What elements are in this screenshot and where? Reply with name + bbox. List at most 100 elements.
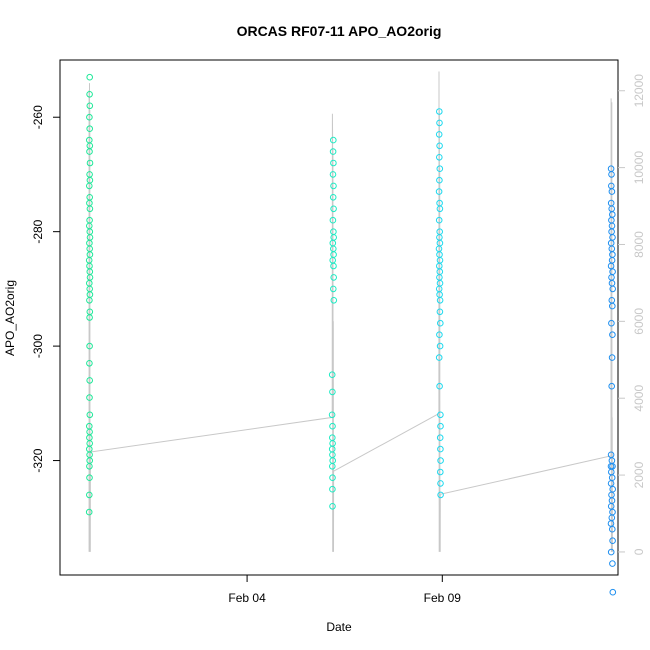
data-point-s1 — [86, 342, 93, 350]
x-axis-label: Date — [326, 620, 352, 634]
data-point-s3 — [435, 354, 443, 361]
data-point-s1 — [86, 102, 94, 110]
altitude-series — [88, 71, 613, 552]
data-point-s3 — [437, 491, 444, 499]
y-tick-label: -320 — [31, 448, 45, 472]
data-point-s4 — [608, 354, 616, 361]
data-point-s3 — [436, 205, 444, 213]
data-point-s3 — [436, 176, 443, 184]
data-point-s1 — [86, 360, 93, 367]
data-point-s3 — [437, 468, 444, 476]
data-point-s1 — [86, 91, 93, 98]
data-point-s2 — [328, 371, 336, 379]
data-point-s3 — [436, 297, 444, 304]
y2-tick-label: 8000 — [632, 231, 646, 258]
y-tick-label: -260 — [31, 105, 45, 129]
y-axis-label: APO_AO2orig — [3, 280, 17, 356]
data-point-s1 — [86, 463, 93, 470]
data-point-s1 — [86, 411, 94, 419]
data-point-s4 — [609, 537, 616, 545]
data-point-s4 — [609, 251, 616, 258]
data-point-s3 — [437, 422, 444, 430]
data-point-s4 — [609, 285, 617, 293]
data-point-s4 — [609, 588, 617, 596]
data-point-s2 — [328, 411, 336, 419]
data-point-s2 — [330, 251, 337, 258]
data-point-s2 — [329, 388, 336, 396]
data-point-s4 — [607, 548, 615, 556]
data-point-s1 — [86, 113, 93, 121]
x-tick-label: Feb 09 — [424, 591, 462, 605]
data-point-s2 — [330, 274, 338, 281]
data-point-s3 — [437, 319, 444, 327]
data-point-s4 — [609, 302, 616, 310]
altitude-line — [88, 71, 613, 552]
data-point-s1 — [86, 314, 93, 321]
data-point-s3 — [437, 480, 444, 487]
y2-tick-label: 0 — [632, 548, 646, 555]
data-point-s3 — [435, 188, 443, 195]
data-point-s1 — [86, 205, 94, 213]
data-point-s2 — [329, 422, 336, 430]
y2-tick-label: 6000 — [632, 308, 646, 335]
x-tick-label: Feb 04 — [228, 591, 266, 605]
y2-tick-label: 12000 — [632, 74, 646, 108]
data-point-s1 — [86, 377, 93, 384]
data-point-s2 — [330, 182, 337, 190]
data-point-s1 — [86, 474, 93, 482]
data-point-s4 — [608, 188, 616, 195]
data-point-s2 — [329, 463, 336, 470]
y2-tick-label: 2000 — [632, 461, 646, 488]
data-point-s3 — [435, 131, 443, 138]
y2-tick-label: 10000 — [632, 151, 646, 185]
data-point-s1 — [86, 297, 93, 304]
plot-frame — [59, 59, 619, 576]
data-point-s3 — [436, 154, 443, 161]
data-point-s4 — [609, 525, 616, 533]
y2-tick-label: 4000 — [632, 385, 646, 412]
data-point-s3 — [436, 308, 444, 316]
data-point-s4 — [608, 171, 615, 178]
data-point-s2 — [330, 285, 337, 293]
data-point-s1 — [86, 148, 93, 155]
data-point-s2 — [329, 194, 337, 201]
data-point-s2 — [330, 297, 338, 304]
data-point-s2 — [330, 159, 337, 167]
data-point-s2 — [329, 216, 337, 224]
data-point-s4 — [608, 319, 615, 327]
data-point-s4 — [609, 234, 616, 241]
data-point-s2 — [329, 503, 336, 510]
data-point-s3 — [436, 434, 444, 442]
data-point-s3 — [436, 342, 444, 350]
data-point-s1 — [86, 491, 93, 499]
y-tick-label: -280 — [31, 219, 45, 243]
data-point-s1 — [86, 159, 94, 167]
data-points — [85, 73, 617, 596]
data-point-s4 — [609, 331, 616, 339]
data-point-s2 — [330, 262, 337, 270]
data-point-s1 — [85, 508, 93, 516]
data-point-s3 — [436, 119, 443, 127]
data-point-s2 — [329, 474, 336, 482]
chart-title: ORCAS RF07-11 APO_AO2orig — [237, 23, 442, 39]
y-tick-label: -300 — [31, 334, 45, 358]
data-point-s1 — [86, 182, 93, 190]
data-point-s3 — [437, 445, 444, 453]
data-point-s3 — [436, 331, 443, 339]
data-point-s2 — [329, 148, 337, 155]
data-point-s1 — [86, 73, 93, 81]
data-point-s1 — [86, 394, 93, 401]
data-point-s3 — [436, 108, 443, 115]
axes: Feb 04 Feb 09 -260 -280 -300 -320 0 2000 4000 600… — [31, 74, 646, 605]
data-point-s3 — [436, 382, 443, 390]
data-point-s3 — [436, 142, 443, 150]
data-point-s3 — [436, 165, 444, 172]
data-point-s1 — [86, 125, 93, 132]
data-point-s3 — [437, 411, 444, 419]
data-point-s4 — [607, 480, 615, 487]
data-point-s2 — [330, 205, 337, 213]
data-point-s3 — [437, 457, 444, 464]
data-point-s4 — [609, 560, 616, 567]
data-point-s4 — [608, 382, 616, 390]
